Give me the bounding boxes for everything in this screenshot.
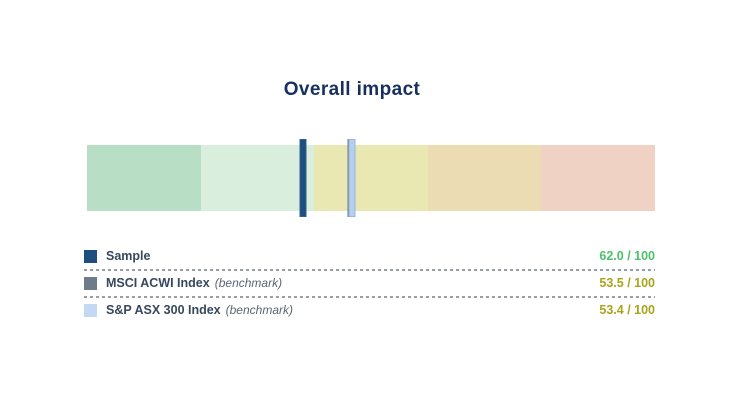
legend-score: 53.5 / 100 xyxy=(599,276,655,290)
marker-sample xyxy=(299,139,307,217)
legend: Sample 62.0 / 100 MSCI ACWI Index (bench… xyxy=(84,244,655,323)
legend-label: MSCI ACWI Index xyxy=(106,276,210,290)
impact-scale xyxy=(87,139,655,217)
scale-zone-4 xyxy=(427,145,542,211)
legend-row-msci-acwi: MSCI ACWI Index (benchmark) 53.5 / 100 xyxy=(84,271,655,296)
legend-qualifier: (benchmark) xyxy=(214,276,283,290)
legend-score: 62.0 / 100 xyxy=(599,249,655,263)
sp-asx-300-swatch-icon xyxy=(84,303,97,317)
scale-zones xyxy=(87,145,655,211)
legend-separator xyxy=(84,269,655,271)
legend-label: Sample xyxy=(106,249,151,263)
legend-label: S&P ASX 300 Index xyxy=(106,303,221,317)
msci-acwi-swatch-icon xyxy=(84,276,97,290)
sample-swatch-icon xyxy=(84,249,97,263)
chart-title: Overall impact xyxy=(283,79,421,100)
legend-score: 53.4 / 100 xyxy=(599,303,655,317)
legend-row-sample: Sample 62.0 / 100 xyxy=(84,244,655,269)
marker-s-p-asx-300-index-benchmark xyxy=(348,139,356,217)
legend-qualifier: (benchmark) xyxy=(225,303,293,317)
scale-zone-5 xyxy=(541,145,655,211)
scale-zone-3 xyxy=(314,145,428,211)
scale-zone-1 xyxy=(87,145,201,211)
legend-separator xyxy=(84,296,655,298)
scale-zone-2 xyxy=(200,145,315,211)
legend-row-sp-asx-300: S&P ASX 300 Index (benchmark) 53.4 / 100 xyxy=(84,298,655,323)
